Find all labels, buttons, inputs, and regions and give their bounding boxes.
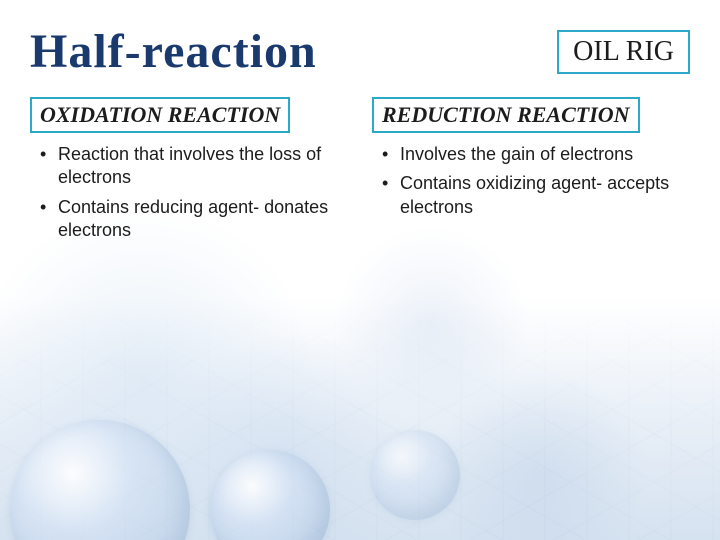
- bubble-decoration: [210, 450, 330, 540]
- oxidation-list: Reaction that involves the loss of elect…: [30, 143, 348, 243]
- reduction-list: Involves the gain of electrons Contains …: [372, 143, 690, 219]
- oxidation-column: OXIDATION REACTION Reaction that involve…: [30, 97, 348, 249]
- reduction-column: REDUCTION REACTION Involves the gain of …: [372, 97, 690, 249]
- list-item: Contains reducing agent- donates electro…: [36, 196, 348, 243]
- list-item: Involves the gain of electrons: [378, 143, 690, 166]
- two-column-layout: OXIDATION REACTION Reaction that involve…: [30, 97, 690, 249]
- slide-content: Half-reaction OIL RIG OXIDATION REACTION…: [0, 0, 720, 273]
- oxidation-heading: OXIDATION REACTION: [30, 97, 290, 133]
- reduction-heading: REDUCTION REACTION: [372, 97, 640, 133]
- slide-title: Half-reaction: [30, 24, 317, 79]
- mnemonic-badge: OIL RIG: [557, 30, 690, 74]
- header-row: Half-reaction OIL RIG: [30, 24, 690, 79]
- list-item: Reaction that involves the loss of elect…: [36, 143, 348, 190]
- bubble-decoration: [370, 430, 460, 520]
- bubble-decoration: [10, 420, 190, 540]
- list-item: Contains oxidizing agent- accepts electr…: [378, 172, 690, 219]
